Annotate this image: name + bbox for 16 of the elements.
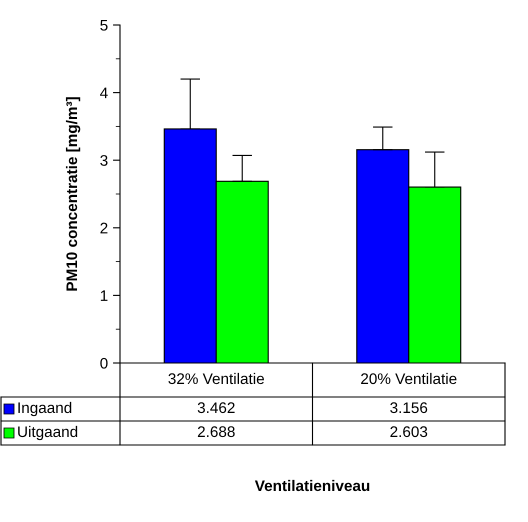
y-axis-title: PM10 concentratie [mg/m³] — [66, 97, 80, 291]
data-label: 3.156 — [390, 402, 428, 414]
data-label: 2.688 — [198, 426, 235, 438]
y-tick-label: 5 — [100, 20, 108, 31]
y-tick-label: 1 — [100, 290, 108, 301]
data-label: 2.603 — [390, 426, 428, 438]
x-tick-label: 20% Ventilatie — [361, 372, 456, 384]
x-tick-label: 32% Ventilatie — [168, 372, 264, 384]
y-tick-label: 0 — [100, 358, 108, 369]
y-tick-label: 2 — [100, 222, 108, 234]
legend-label: Uitgaand — [18, 426, 78, 440]
legend-label: Ingaand — [18, 402, 72, 416]
y-tick-label: 3 — [100, 155, 108, 166]
data-label: 3.462 — [198, 402, 235, 414]
text: Ventilatieniveau — [254, 480, 370, 492]
y-tick-label: 4 — [100, 88, 108, 98]
